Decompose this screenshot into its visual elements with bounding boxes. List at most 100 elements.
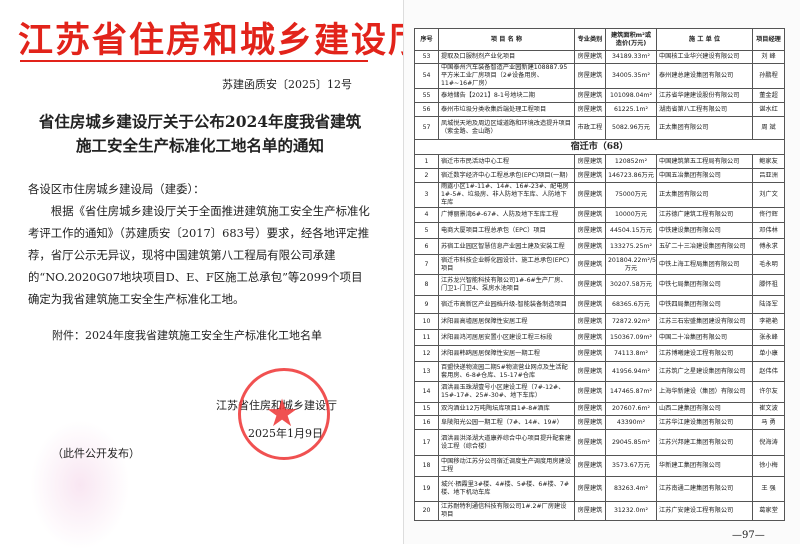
heading-line-1: 省住房城乡建设厅关于公布2024年度我省建筑 xyxy=(38,112,362,131)
table-row: 18 中国移动江苏分公司宿迁调度生产调度用房建设工程 房屋建筑 3573.67万元 华新… xyxy=(414,455,785,477)
project-name-cell: 百盟快递物流园二期5#物流营业网点及生活配套用房、6-8#仓库、15-17#仓库 xyxy=(438,361,575,382)
area-cell: 207607.6m² xyxy=(605,402,657,416)
notice-heading: 省住房城乡建设厅关于公布2024年度我省建筑 施工安全生产标准化工地名单的通知 xyxy=(30,110,370,158)
manager-cell: 毛永明 xyxy=(752,254,785,275)
manager-cell: 谌水红 xyxy=(752,102,785,117)
seq-cell: 14 xyxy=(414,381,439,403)
city-section-row: 宿迁市（68） xyxy=(414,139,785,155)
table-row: 9 宿迁市高新区产业园档升级-智能装备制造项目 房屋建筑 68365.6万元 中铁四局集… xyxy=(414,295,785,314)
area-cell: 61225.1m² xyxy=(605,102,657,117)
manager-cell: 周 斌 xyxy=(752,116,785,140)
seq-cell: 57 xyxy=(414,116,439,140)
contractor-cell: 五矿二十三冶建设集团有限公司 xyxy=(656,238,753,255)
official-seal: ★ xyxy=(238,368,330,460)
manager-cell: 滕怀祖 xyxy=(752,274,785,296)
seq-cell: 3 xyxy=(414,182,439,208)
seq-cell: 17 xyxy=(414,429,439,456)
publication-note: （此件公开发布） xyxy=(52,447,140,460)
manager-cell: 邓伟林 xyxy=(752,222,785,239)
seq-cell: 11 xyxy=(414,329,439,346)
contractor-cell: 湖南省第八工程有限公司 xyxy=(656,102,753,117)
type-cell: 房屋建筑 xyxy=(574,274,606,296)
contractor-cell: 江苏三石宏盛集团建设有限公司 xyxy=(656,313,753,330)
site-list-table: 序号 项 目 名 称 专业类别 建筑面积m²或造价(万元) 施 工 单 位 项目… xyxy=(414,28,785,521)
manager-cell: 王 强 xyxy=(752,476,785,502)
table-row: 1 宿迁市市民活动中心工程 房屋建筑 120852m² 中国建筑第五工程局有限公司 鲍家友 xyxy=(414,154,785,169)
star-icon: ★ xyxy=(265,391,300,435)
project-name-cell: 泰州市垃圾分类收集后端处理工程项目 xyxy=(438,102,575,117)
area-cell: 10000万元 xyxy=(605,207,657,223)
type-cell: 房屋建筑 xyxy=(574,455,606,477)
table-row: 10 沭阳县高墟居居保障性安居工程 房屋建筑 72872.92m² 江苏三石宏盛集团建设… xyxy=(414,313,785,330)
project-name-cell: 泗洪县洪泽湖大道康养综合中心项目提升配套建设工程（综合楼） xyxy=(438,429,575,456)
seq-cell: 19 xyxy=(414,476,439,502)
manager-cell: 徐小梅 xyxy=(752,455,785,477)
area-cell: 146723.86万元 xyxy=(605,168,657,183)
contractor-cell: 中国建筑第五工程局有限公司 xyxy=(656,154,753,169)
area-cell: 34189.33m² xyxy=(605,50,657,64)
area-cell: 201804.22m²/55702万元 xyxy=(605,254,657,275)
seq-cell: 7 xyxy=(414,254,439,275)
type-cell: 房屋建筑 xyxy=(574,168,606,183)
type-cell: 房屋建筑 xyxy=(574,254,606,275)
seq-cell: 12 xyxy=(414,345,439,362)
table-row: 5 电商大厦项目工程总承包（EPC）项目 房屋建筑 44504.15万元 中铁建设集团有… xyxy=(414,222,785,239)
manager-cell: 刘 峰 xyxy=(752,50,785,64)
table-row: 2 宿迁数字经济中心工程总承包(EPC)项目(一期) 房屋建筑 146723.86万元… xyxy=(414,168,785,183)
area-cell: 34005.35m² xyxy=(605,63,657,89)
contractor-cell: 江苏德广建筑工程有限公司 xyxy=(656,207,753,223)
table-row: 13 百盟快递物流园二期5#物流营业网点及生活配套用房、6-8#仓库、15-17#… xyxy=(414,361,785,382)
project-name-cell: 江苏耐特利通信科技有限公司1#.2#厂房建设项目 xyxy=(438,501,575,521)
project-name-cell: 中国泰州汽车装备智造产业园新建108887.95平方米工业厂房项目（2#设备用房… xyxy=(438,63,575,89)
contractor-cell: 江苏南通二建集团有限公司 xyxy=(656,476,753,502)
contractor-cell: 江苏筑广之星建设集团有限公司 xyxy=(656,361,753,382)
contractor-cell: 江苏华江建设集团有限公司 xyxy=(656,415,753,430)
manager-cell: 葛家堂 xyxy=(752,501,785,521)
red-divider xyxy=(20,60,368,62)
area-cell: 101098.04m² xyxy=(605,88,657,103)
manager-cell: 倪海涛 xyxy=(752,429,785,456)
col-seq: 序号 xyxy=(414,28,439,51)
area-cell: 41956.94m² xyxy=(605,361,657,382)
table-row: 4 广博丽景湾6#-67#、人防及地下车库工程 房屋建筑 10000万元 江苏德广建筑工… xyxy=(414,207,785,223)
project-name-cell: 宿迁数字经济中心工程总承包(EPC)项目(一期) xyxy=(438,168,575,183)
project-name-cell: 提取及口服制剂产业化项目 xyxy=(438,50,575,64)
contractor-cell: 上海华新建设（集团）有限公司 xyxy=(656,381,753,403)
attachment-line: 附件：2024年度我省建筑施工安全生产标准化工地名单 xyxy=(52,329,322,342)
contractor-cell: 江苏广安建设工程有限公司 xyxy=(656,501,753,521)
seq-cell: 55 xyxy=(414,88,439,103)
area-cell: 5082.96万元 xyxy=(605,116,657,140)
manager-cell: 赵伟伟 xyxy=(752,361,785,382)
contractor-cell: 正太集团有限公司 xyxy=(656,182,753,208)
area-cell: 147465.87m² xyxy=(605,381,657,403)
seq-cell: 56 xyxy=(414,102,439,117)
seq-cell: 1 xyxy=(414,154,439,169)
manager-cell: 孙鹏程 xyxy=(752,63,785,89)
seq-cell: 13 xyxy=(414,361,439,382)
contractor-cell: 中铁七局集团有限公司 xyxy=(656,274,753,296)
area-cell: 83263.4m² xyxy=(605,476,657,502)
seq-cell: 16 xyxy=(414,415,439,430)
type-cell: 房屋建筑 xyxy=(574,429,606,456)
type-cell: 房屋建筑 xyxy=(574,154,606,169)
area-cell: 74113.8m² xyxy=(605,345,657,362)
table-row: 15 双沟酒业12万吨陶坛库项目1#-8#酒库 房屋建筑 207607.6m² 山西二建… xyxy=(414,402,785,416)
contractor-cell: 正太集团有限公司 xyxy=(656,116,753,140)
table-row: 3 雨露小区1#-11#、14#、16#-23#、配电房1#-5#、垃圾房、非人防… xyxy=(414,182,785,208)
table-row: 55 泰地储告【2021】8-1号地块二期 房屋建筑 101098.04m² 江苏省华建… xyxy=(414,88,785,103)
doc-number: 苏建函质安〔2025〕12号 xyxy=(222,78,352,91)
area-cell: 29045.85m² xyxy=(605,429,657,456)
seq-cell: 10 xyxy=(414,313,439,330)
list-page: 序号 项 目 名 称 专业类别 建筑面积m²或造价(万元) 施 工 单 位 项目… xyxy=(403,0,800,544)
manager-cell: 董金超 xyxy=(752,88,785,103)
contractor-cell: 江苏博曦建设工程有限公司 xyxy=(656,345,753,362)
table-row: 54 中国泰州汽车装备智造产业园新建108887.95平方米工业厂房项目（2#设备… xyxy=(414,63,785,89)
area-cell: 72872.92m² xyxy=(605,313,657,330)
pink-smudge xyxy=(30,420,130,550)
type-cell: 房屋建筑 xyxy=(574,381,606,403)
contractor-cell: 山西二建集团有限公司 xyxy=(656,402,753,416)
seq-cell: 5 xyxy=(414,222,439,239)
type-cell: 房屋建筑 xyxy=(574,207,606,223)
manager-cell: 陆泽军 xyxy=(752,295,785,314)
project-name-cell: 泗洪县玉珠湖壹号小区建设工程（7#-12#、15#-17#、25#-30#、地下… xyxy=(438,381,575,403)
